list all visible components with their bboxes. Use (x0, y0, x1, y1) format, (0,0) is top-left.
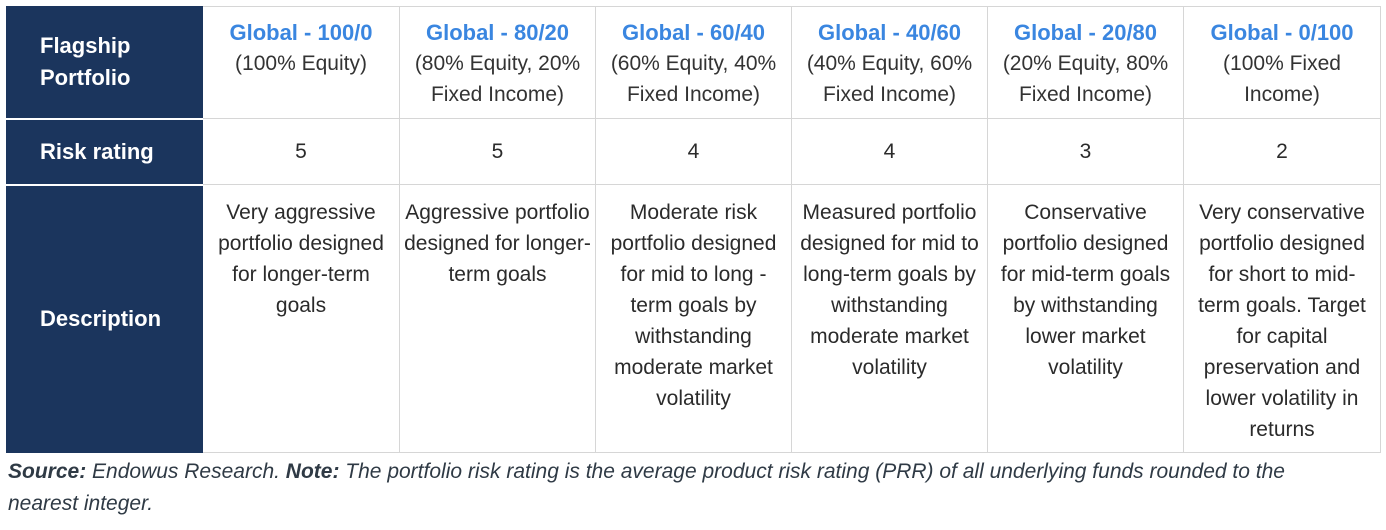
header-row: Flagship Portfolio Global - 100/0 (100% … (6, 6, 1381, 120)
column-header: Global - 0/100 (100% Fixed Income) (1183, 6, 1381, 119)
column-title: Global - 0/100 (1210, 20, 1354, 45)
column-title: Global - 40/60 (817, 20, 962, 45)
column-header: Global - 60/40 (60% Equity, 40% Fixed In… (595, 6, 792, 119)
risk-rating-cell: 4 (595, 118, 792, 185)
column-subtitle: (40% Equity, 60% Fixed Income) (806, 52, 973, 106)
footnote: Source: Endowus Research. Note: The port… (8, 456, 1288, 520)
column-header: Global - 100/0 (100% Equity) (202, 6, 400, 119)
description-text: Conservative portfolio designed for mid-… (1000, 201, 1171, 379)
risk-rating-cell: 4 (791, 118, 988, 185)
row-header-risk-rating: Risk rating (6, 118, 203, 186)
source-text: Endowus Research. (86, 460, 286, 483)
note-text: The portfolio risk rating is the average… (8, 460, 1285, 515)
description-text: Very conservative portfolio designed for… (1198, 201, 1366, 441)
column-header: Global - 80/20 (80% Equity, 20% Fixed In… (399, 6, 596, 119)
description-cell: Very conservative portfolio designed for… (1183, 184, 1381, 453)
description-text: Very aggressive portfolio designed for l… (218, 201, 384, 317)
column-subtitle: (60% Equity, 40% Fixed Income) (610, 52, 777, 106)
description-text: Aggressive portfolio designed for longer… (404, 201, 591, 286)
column-subtitle: (100% Fixed Income) (1223, 52, 1341, 106)
risk-rating-cell: 3 (987, 118, 1184, 185)
row-header-portfolio: Flagship Portfolio (6, 6, 203, 120)
column-header: Global - 40/60 (40% Equity, 60% Fixed In… (791, 6, 988, 119)
risk-rating-cell: 2 (1183, 118, 1381, 185)
description-cell: Conservative portfolio designed for mid-… (987, 184, 1184, 453)
description-row: Description Very aggressive portfolio de… (6, 184, 1381, 453)
column-header: Global - 20/80 (20% Equity, 80% Fixed In… (987, 6, 1184, 119)
source-label: Source: (8, 460, 87, 483)
column-title: Global - 20/80 (1013, 20, 1158, 45)
column-subtitle: (80% Equity, 20% Fixed Income) (414, 52, 581, 106)
column-subtitle: (100% Equity) (235, 52, 367, 75)
description-cell: Very aggressive portfolio designed for l… (202, 184, 400, 453)
description-cell: Moderate risk portfolio designed for mid… (595, 184, 792, 453)
note-label: Note: (285, 460, 340, 483)
risk-rating-row: Risk rating 5 5 4 4 3 2 (6, 118, 1381, 186)
description-text: Measured portfolio designed for mid to l… (800, 201, 979, 379)
description-cell: Measured portfolio designed for mid to l… (791, 184, 988, 453)
row-header-description: Description (6, 184, 203, 453)
risk-rating-cell: 5 (202, 118, 400, 185)
risk-rating-cell: 5 (399, 118, 596, 185)
column-title: Global - 100/0 (229, 20, 373, 45)
column-title: Global - 80/20 (425, 20, 570, 45)
description-cell: Aggressive portfolio designed for longer… (399, 184, 596, 453)
column-title: Global - 60/40 (621, 20, 766, 45)
portfolio-table: Flagship Portfolio Global - 100/0 (100% … (6, 6, 1381, 453)
column-subtitle: (20% Equity, 80% Fixed Income) (1002, 52, 1169, 106)
description-text: Moderate risk portfolio designed for mid… (610, 201, 777, 410)
